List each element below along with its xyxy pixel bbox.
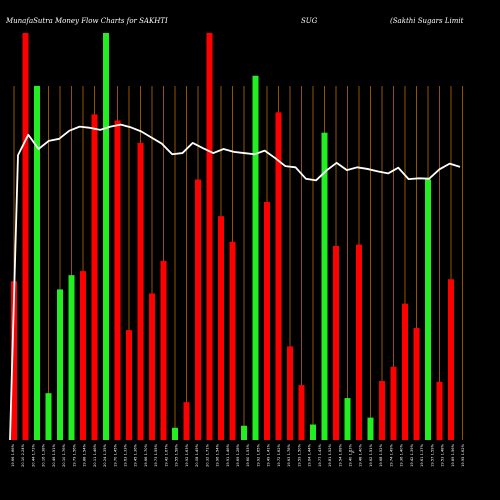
bar-green-30 xyxy=(344,398,351,440)
money-flow-line-series xyxy=(9,123,461,441)
x-tick-label: 20.11 1.46% xyxy=(93,443,97,466)
x-tick-label: 19.57 1.59% xyxy=(430,443,434,466)
x-tick-label: 19.92 1.63% xyxy=(185,443,189,466)
bar-green-21 xyxy=(241,425,247,440)
bar-green-6 xyxy=(68,275,75,440)
bar-green-3 xyxy=(34,85,40,440)
bar-green-27 xyxy=(310,424,316,440)
bar-red-35 xyxy=(402,303,408,440)
x-tick-label: 19.54 1.68% xyxy=(338,443,342,466)
x-tick-label: 19.45 1.36% xyxy=(134,443,138,466)
x-tick-label: 19.81 1.52% xyxy=(328,443,332,466)
bar-red-18 xyxy=(206,33,213,440)
bar-red-29 xyxy=(333,245,339,440)
x-tick-label: 19.77 1.43% xyxy=(318,443,322,466)
x-tick-label: 19.40 1.63% xyxy=(349,443,353,466)
x-tick-label: 19.88 1.54% xyxy=(83,443,87,466)
x-tick-label: 19.42 1.39% xyxy=(410,443,414,466)
bar-red-20 xyxy=(229,241,236,440)
x-tick-label: 20.24 1.35% xyxy=(103,443,107,466)
x-tick-label: 20.10 2.24% xyxy=(21,443,25,466)
x-tick-label: 19.91 1.46% xyxy=(226,443,230,466)
bar-red-26 xyxy=(298,385,305,440)
x-tick-label: 20.08 1.49% xyxy=(195,443,199,466)
bar-red-11 xyxy=(126,330,132,440)
x-tick-label: 19.96 1.54% xyxy=(216,443,220,466)
x-tick-label: 19.89 1.56% xyxy=(451,443,455,466)
x-tick-label: 19.36 1.40% xyxy=(400,443,404,466)
bar-red-2 xyxy=(22,33,29,440)
x-tick-label: 19.66 1.66% xyxy=(11,443,15,466)
bar-red-17 xyxy=(195,179,201,440)
x-tick-label: 19.79 1.56% xyxy=(72,443,76,466)
bar-red-14 xyxy=(160,260,167,440)
x-tick-label: 19.72 1.62% xyxy=(277,443,281,466)
stray-x-label: % xyxy=(351,450,355,454)
x-tick-label: 19.74 1.49% xyxy=(389,443,393,466)
bar-red-23 xyxy=(264,201,270,440)
bar-red-1 xyxy=(11,281,17,440)
bar-green-9 xyxy=(103,33,109,440)
x-tick-label: 19.48 1.40% xyxy=(359,443,363,466)
title-part-3: (Sakthi Sugars Limit xyxy=(390,17,464,25)
bar-green-15 xyxy=(172,427,178,440)
title-part-2: SUG xyxy=(301,17,318,25)
bar-red-8 xyxy=(91,114,98,441)
bar-red-12 xyxy=(137,142,144,440)
bar-green-28 xyxy=(321,132,328,440)
x-tick-label: 20.32 1.71% xyxy=(205,443,209,466)
x-tick-label: 19.53 1.48% xyxy=(441,443,445,466)
bar-red-33 xyxy=(379,380,385,440)
x-tick-label: 19.63 1.33% xyxy=(124,443,128,466)
x-tick-label: 19.70 1.45% xyxy=(113,443,117,466)
x-tick-label: 20.16 1.38% xyxy=(42,443,46,466)
x-tick-label: 19.73 1.55% xyxy=(154,443,158,466)
bar-red-13 xyxy=(149,293,155,440)
x-tick-label: 20.46 1.51% xyxy=(52,443,56,466)
bar-green-22 xyxy=(252,75,259,441)
x-tick-label: 19.64 1.44% xyxy=(308,443,312,466)
x-tick-label: 19.60 1.53% xyxy=(246,443,250,466)
x-tick-label: 19.59 1.50% xyxy=(297,443,301,466)
bar-red-36 xyxy=(413,328,420,440)
bar-red-38 xyxy=(436,381,443,440)
bar-green-37 xyxy=(425,179,431,440)
bar-red-39 xyxy=(448,279,454,440)
x-tick-label: 19.62 1.51% xyxy=(369,443,373,466)
x-tick-label: 20.10 1.76% xyxy=(62,443,66,466)
x-tick-label: 19.49 1.41% xyxy=(267,443,271,466)
bar-red-25 xyxy=(287,346,293,440)
bar-red-34 xyxy=(390,366,397,440)
x-tick-label: 19.61 1.37% xyxy=(420,443,424,466)
x-tick-label: 20.44 1.73% xyxy=(31,443,35,466)
x-tick-label: 19.95 1.62% xyxy=(461,443,465,466)
bar-red-10 xyxy=(114,120,121,440)
money-flow-line xyxy=(9,123,461,441)
x-tick-label: 19.69 1.28% xyxy=(236,443,240,466)
x-tick-label: 19.55 1.58% xyxy=(175,443,179,466)
x-tick-label: 19.63 1.78% xyxy=(287,443,291,466)
x-tick-labels: 19.66 1.66% 20.10 2.24% 20.44 1.73% 20.16 1… xyxy=(11,443,465,466)
x-tick-label: 19.92 1.65% xyxy=(256,443,260,466)
x-tick-label: 19.68 1.52% xyxy=(379,443,383,466)
bar-red-24 xyxy=(275,112,282,441)
x-tick-label: 19.66 1.70% xyxy=(144,443,148,466)
title-part-1: MunafaSutra Money Flow Charts for SAKHTI xyxy=(5,17,168,25)
bar-red-31 xyxy=(356,244,362,440)
bar-series xyxy=(11,33,454,441)
chart-title: MunafaSutra Money Flow Charts for SAKHTI… xyxy=(5,17,464,25)
x-tick-label: 19.42 1.67% xyxy=(164,443,168,466)
bar-green-32 xyxy=(367,417,374,440)
bar-red-19 xyxy=(218,216,224,440)
bar-red-7 xyxy=(80,271,86,440)
bar-green-5 xyxy=(57,289,63,440)
bar-red-16 xyxy=(183,402,190,440)
bar-green-4 xyxy=(45,393,52,440)
